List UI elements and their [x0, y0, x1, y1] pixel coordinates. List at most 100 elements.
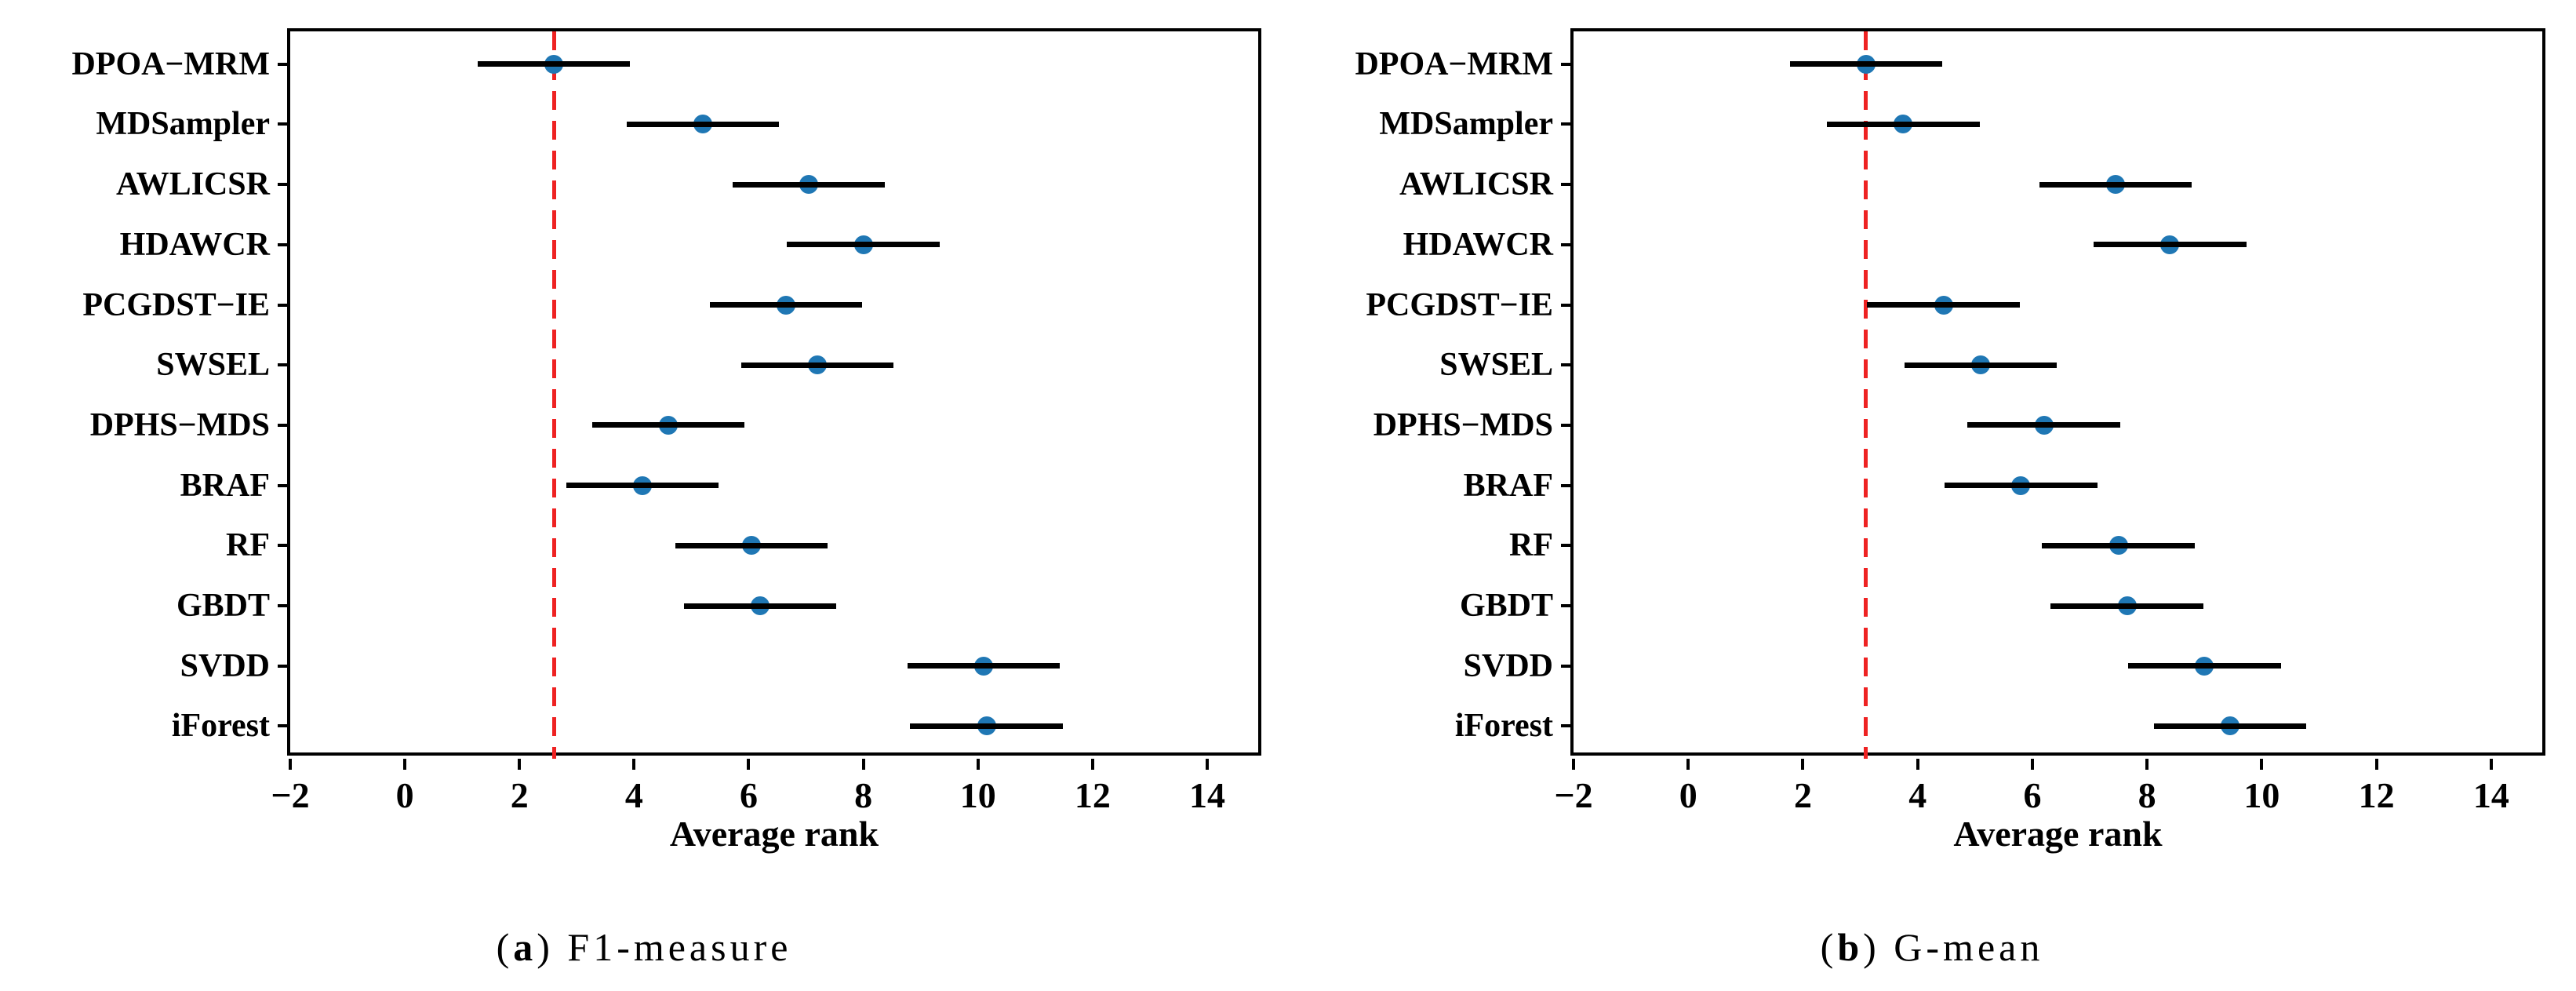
error-bar-SVDD — [907, 663, 1061, 669]
error-bar-SVDD — [2128, 663, 2281, 669]
error-bar-DPOA−MRM — [477, 61, 631, 67]
error-bar-AWLICSR — [733, 181, 886, 188]
caption-a: (a) F1-measure — [0, 924, 1288, 970]
x-tick — [1916, 759, 1919, 770]
error-bar-DPHS−MDS — [1967, 422, 2120, 428]
x-tick — [1090, 759, 1094, 770]
error-bar-PCGDST−IE — [709, 302, 863, 308]
y-tick — [1561, 423, 1574, 427]
plot-area-b: −2 0 2 4 6 8 10 12 14 DPOA−MRM MDSampler AWLICSR HDA… — [1355, 28, 2545, 814]
x-tick — [2260, 759, 2264, 770]
caption-a-open-paren: ( — [496, 925, 514, 969]
y-axis-label-AWLICSR: AWLICSR — [1399, 166, 1553, 203]
x-tick-label: 12 — [2358, 775, 2395, 815]
x-tick — [861, 759, 865, 770]
reference-line — [551, 31, 556, 759]
y-axis-label-SVDD: SVDD — [1463, 647, 1553, 684]
x-tick — [632, 759, 636, 770]
x-tick — [1205, 759, 1209, 770]
y-tick — [278, 62, 290, 66]
y-tick — [1561, 62, 1574, 66]
x-tick-label: −2 — [1554, 775, 1593, 815]
x-axis-label-b: Average rank — [1953, 814, 2163, 854]
error-bar-RF — [2042, 542, 2195, 548]
y-tick — [278, 242, 290, 246]
y-axis-label-SVDD: SVDD — [180, 647, 270, 684]
y-tick — [1561, 604, 1574, 607]
y-tick — [278, 483, 290, 487]
y-axis-label-BRAF: BRAF — [180, 467, 270, 504]
y-axis-label-RF: RF — [1509, 527, 1553, 564]
x-tick-label: 0 — [395, 775, 414, 815]
x-tick — [2145, 759, 2149, 770]
reference-line — [1864, 31, 1868, 759]
x-tick — [747, 759, 751, 770]
y-axis-label-HDAWCR: HDAWCR — [119, 226, 270, 263]
error-bar-SWSEL — [740, 362, 894, 368]
caption-b: (b) G-mean — [1288, 924, 2576, 970]
y-axis-label-DPHS−MDS: DPHS−MDS — [1373, 406, 1553, 443]
y-axis-label-PCGDST−IE: PCGDST−IE — [82, 286, 270, 323]
x-tick — [2374, 759, 2378, 770]
y-tick — [1561, 303, 1574, 307]
x-tick-label: 4 — [624, 775, 643, 815]
x-tick-label: 2 — [1793, 775, 1812, 815]
y-axis-label-GBDT: GBDT — [1459, 588, 1553, 624]
error-bar-SWSEL — [1904, 362, 2058, 368]
x-tick-label: 6 — [2023, 775, 2042, 815]
x-tick-label: 12 — [1074, 775, 1111, 815]
x-tick-label: −2 — [271, 775, 310, 815]
y-tick — [278, 303, 290, 307]
caption-a-letter: a — [513, 925, 537, 969]
error-bar-DPOA−MRM — [1789, 61, 1943, 67]
y-axis-label-GBDT: GBDT — [176, 588, 270, 624]
error-bar-iForest — [2153, 723, 2307, 729]
caption-b-letter: b — [1837, 925, 1864, 969]
y-axis-label-PCGDST−IE: PCGDST−IE — [1366, 286, 1553, 323]
y-axis-label-RF: RF — [226, 527, 270, 564]
error-bar-BRAF — [1945, 483, 2098, 489]
error-bar-MDSampler — [1827, 121, 1980, 127]
y-tick — [1561, 183, 1574, 187]
y-axis-label-iForest: iForest — [171, 708, 270, 745]
y-axis-label-DPOA−MRM: DPOA−MRM — [1355, 46, 1553, 82]
caption-b-open-paren: ( — [1820, 925, 1838, 969]
y-tick — [278, 183, 290, 187]
x-tick-label: 14 — [2472, 775, 2509, 815]
error-bar-DPHS−MDS — [592, 422, 745, 428]
y-axis-label-iForest: iForest — [1454, 708, 1553, 745]
y-axis-label-AWLICSR: AWLICSR — [115, 166, 270, 203]
x-tick — [976, 759, 980, 770]
x-tick — [518, 759, 522, 770]
y-tick — [1561, 122, 1574, 126]
error-bar-PCGDST−IE — [1867, 302, 2020, 308]
y-axis-label-SWSEL: SWSEL — [1439, 347, 1553, 384]
y-tick — [1561, 664, 1574, 668]
x-tick — [1686, 759, 1690, 770]
plot-area-a: −2 0 2 4 6 8 10 12 14 DPOA−MRM MDSampler AWLICSR HDA… — [71, 28, 1261, 814]
y-tick — [278, 122, 290, 126]
x-tick — [1572, 759, 1575, 770]
x-tick-label: 14 — [1188, 775, 1225, 815]
y-tick — [1561, 363, 1574, 367]
caption-a-text: ) F1-measure — [537, 925, 792, 969]
y-axis-label-DPOA−MRM: DPOA−MRM — [71, 46, 270, 82]
error-bar-AWLICSR — [2039, 181, 2192, 188]
x-tick-label: 2 — [510, 775, 529, 815]
y-tick — [1561, 724, 1574, 728]
error-bar-GBDT — [2050, 603, 2203, 609]
y-axis-label-HDAWCR: HDAWCR — [1403, 226, 1553, 263]
x-axis-label-a: Average rank — [669, 814, 879, 854]
error-bar-GBDT — [683, 603, 837, 609]
y-tick — [1561, 544, 1574, 548]
error-bar-RF — [675, 542, 828, 548]
y-axis-label-SWSEL: SWSEL — [156, 347, 270, 384]
x-tick-label: 10 — [959, 775, 996, 815]
x-tick — [289, 759, 292, 770]
x-tick — [2489, 759, 2493, 770]
y-tick — [278, 423, 290, 427]
error-bar-HDAWCR — [2094, 242, 2247, 248]
error-bar-BRAF — [566, 483, 719, 489]
y-axis-label-BRAF: BRAF — [1463, 467, 1553, 504]
x-tick-label: 4 — [1908, 775, 1927, 815]
